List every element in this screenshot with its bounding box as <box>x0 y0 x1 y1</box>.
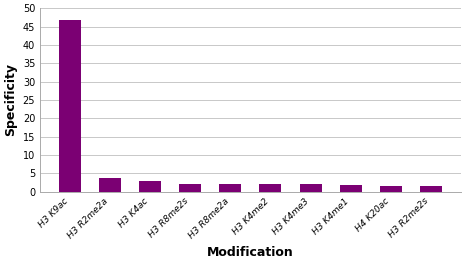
Bar <box>259 184 281 192</box>
Bar <box>99 179 121 192</box>
Bar <box>339 185 362 192</box>
X-axis label: Modification: Modification <box>207 246 294 259</box>
Bar <box>379 186 402 192</box>
Bar <box>420 186 442 192</box>
Bar <box>59 20 81 192</box>
Bar <box>140 181 161 192</box>
Bar <box>219 184 241 192</box>
Bar <box>299 184 322 192</box>
Y-axis label: Specificity: Specificity <box>4 63 17 136</box>
Bar <box>179 184 201 192</box>
